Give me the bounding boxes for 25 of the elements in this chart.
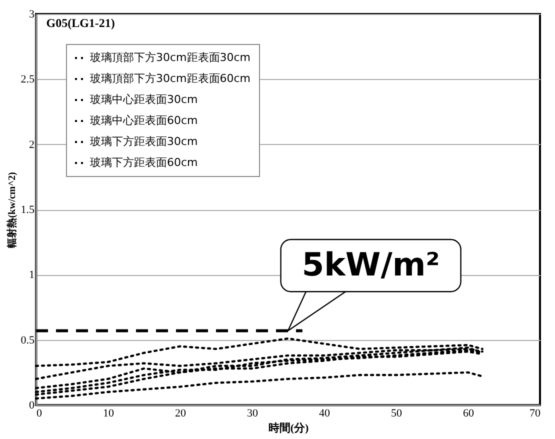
y-tick-label: 2.5 xyxy=(20,74,35,86)
x-tick-label: 40 xyxy=(319,408,330,420)
legend-label: 玻璃中心距表面60cm xyxy=(90,114,198,127)
x-tick-label: 10 xyxy=(103,408,114,420)
x-axis-title: 時間(分) xyxy=(268,422,309,434)
y-tick-label: 1 xyxy=(29,269,34,282)
y-tick-label: 3 xyxy=(29,8,35,20)
y-tick-label: 0.5 xyxy=(20,334,35,346)
x-tick-label: 50 xyxy=(391,408,402,420)
legend-label: 玻璃頂部下方30cm距表面30cm xyxy=(90,51,251,64)
annotation: 5kW/m² xyxy=(302,246,440,284)
chart-title: G05(LG1-21) xyxy=(46,16,115,30)
y-tick-label: 1.5 xyxy=(20,204,35,216)
legend-label: 玻璃下方距表面30cm xyxy=(90,135,198,148)
legend-label: 玻璃中心距表面30cm xyxy=(90,93,198,106)
legend-label: 玻璃下方距表面60cm xyxy=(90,156,198,169)
x-tick-label: 70 xyxy=(530,408,541,420)
y-tick-label: 0 xyxy=(29,400,35,412)
legend-label: 玻璃頂部下方30cm距表面60cm xyxy=(90,72,251,85)
x-tick-label: 60 xyxy=(463,408,474,420)
x-tick-label: 20 xyxy=(175,408,186,420)
x-tick-label: 30 xyxy=(247,408,258,420)
y-tick-label: 2 xyxy=(29,138,34,151)
x-tick-label: 0 xyxy=(36,408,42,420)
y-axis-title: 輻射熱(kw/cm^2) xyxy=(6,172,18,249)
